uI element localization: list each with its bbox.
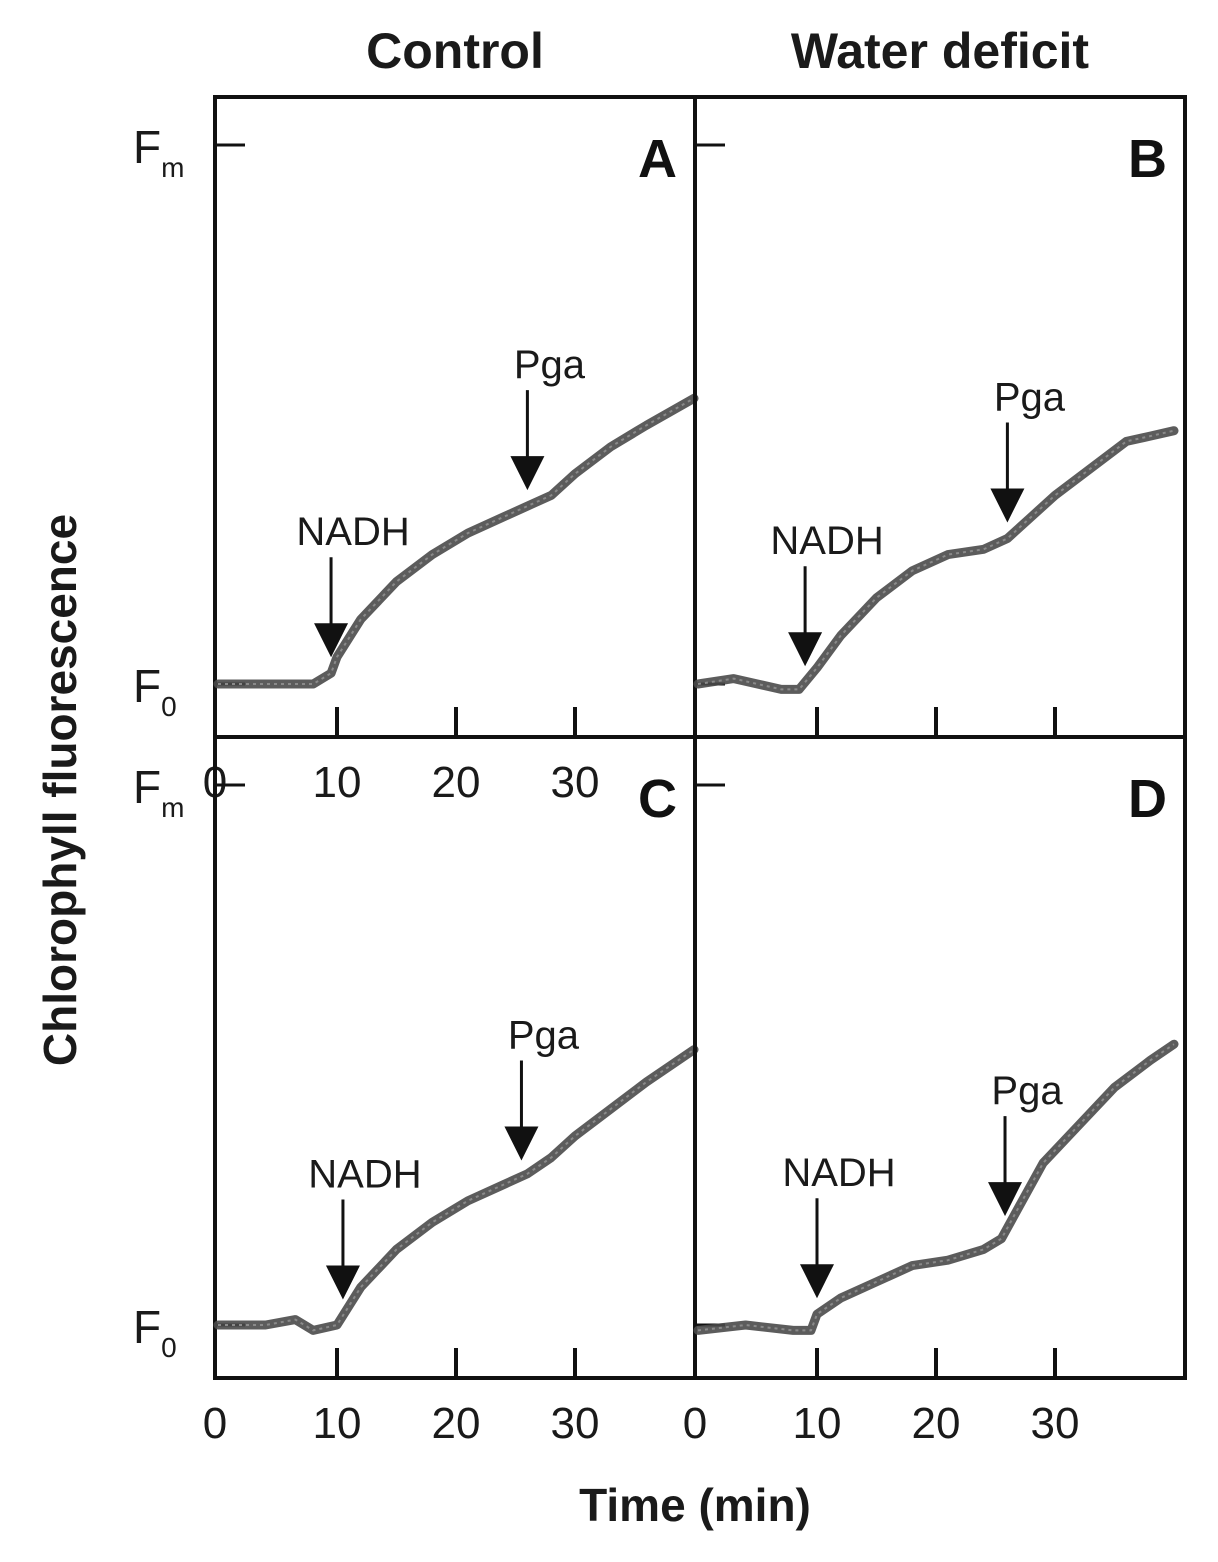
panel-c-x-tick-label-30: 30 xyxy=(551,1399,600,1448)
panel-a-y-tick-label-m: Fm xyxy=(133,121,184,183)
panel-c-x-tick-label-0: 0 xyxy=(203,1399,227,1448)
x-axis-title: Time (min) xyxy=(579,1479,811,1531)
panel-d-x-tick-label-0: 0 xyxy=(683,1399,707,1448)
panel-d-frame xyxy=(693,735,1187,1380)
panel-d-arrow-pga-head xyxy=(988,1182,1023,1217)
panel-c-frame xyxy=(213,735,697,1380)
panel-d-trace xyxy=(693,1039,1179,1335)
panel-a-x-tick-label-20: 20 xyxy=(432,758,481,807)
column-title-control: Control xyxy=(366,23,544,79)
panel-c-x-tick-label-10: 10 xyxy=(313,1399,362,1448)
panel-c-annotation-pga: Pga xyxy=(508,1014,580,1058)
panel-a-annotation-nadh: NADH xyxy=(296,510,409,554)
panel-b-arrow-pga-head xyxy=(990,488,1025,523)
panel-a-arrow-nadh-head xyxy=(314,623,349,658)
panel-a-label: A xyxy=(638,129,677,189)
panel-d-x-tick-label-10: 10 xyxy=(793,1399,842,1448)
panel-d-x-tick-label-30: 30 xyxy=(1031,1399,1080,1448)
panel-a-trace-texture xyxy=(218,397,695,685)
panel-a-x-tick-label-30: 30 xyxy=(551,758,600,807)
panel-b-arrow-nadh-head xyxy=(788,632,823,667)
panel-a-arrow-pga-head xyxy=(510,456,545,491)
panel-b-annotation-nadh: NADH xyxy=(770,519,883,563)
panel-b-trace xyxy=(693,426,1179,694)
panel-d-annotation-pga: Pga xyxy=(991,1069,1063,1113)
panel-a-annotation-pga: Pga xyxy=(514,343,586,387)
panel-c-annotation-nadh: NADH xyxy=(308,1153,421,1197)
panel-a-y-tick-label-0: F0 xyxy=(133,660,177,722)
panel-a-frame xyxy=(213,95,697,739)
panel-c-label: C xyxy=(638,769,677,829)
panel-b-frame xyxy=(693,95,1187,739)
panel-c-x-tick-label-20: 20 xyxy=(432,1399,481,1448)
column-title-water-deficit: Water deficit xyxy=(790,23,1090,79)
panel-d-x-tick-label-20: 20 xyxy=(912,1399,961,1448)
panel-b-label: B xyxy=(1128,129,1167,189)
panel-d-trace-texture xyxy=(697,1043,1175,1332)
panel-d-annotation-nadh: NADH xyxy=(782,1151,895,1195)
panel-a-x-tick-label-10: 10 xyxy=(313,758,362,807)
panel-d-arrow-nadh-head xyxy=(800,1264,834,1299)
panel-b-annotation-pga: Pga xyxy=(994,375,1066,419)
panel-c-y-tick-label-m: Fm xyxy=(133,761,184,823)
panel-d-label: D xyxy=(1128,769,1167,829)
panel-c-y-tick-label-0: F0 xyxy=(133,1301,177,1363)
panel-c-trace xyxy=(213,1045,699,1335)
panel-c-arrow-pga-head xyxy=(504,1126,539,1161)
panel-c-arrow-nadh-head xyxy=(325,1265,360,1300)
panel-b-trace-texture xyxy=(697,429,1175,691)
panel-c-trace-texture xyxy=(218,1048,695,1332)
